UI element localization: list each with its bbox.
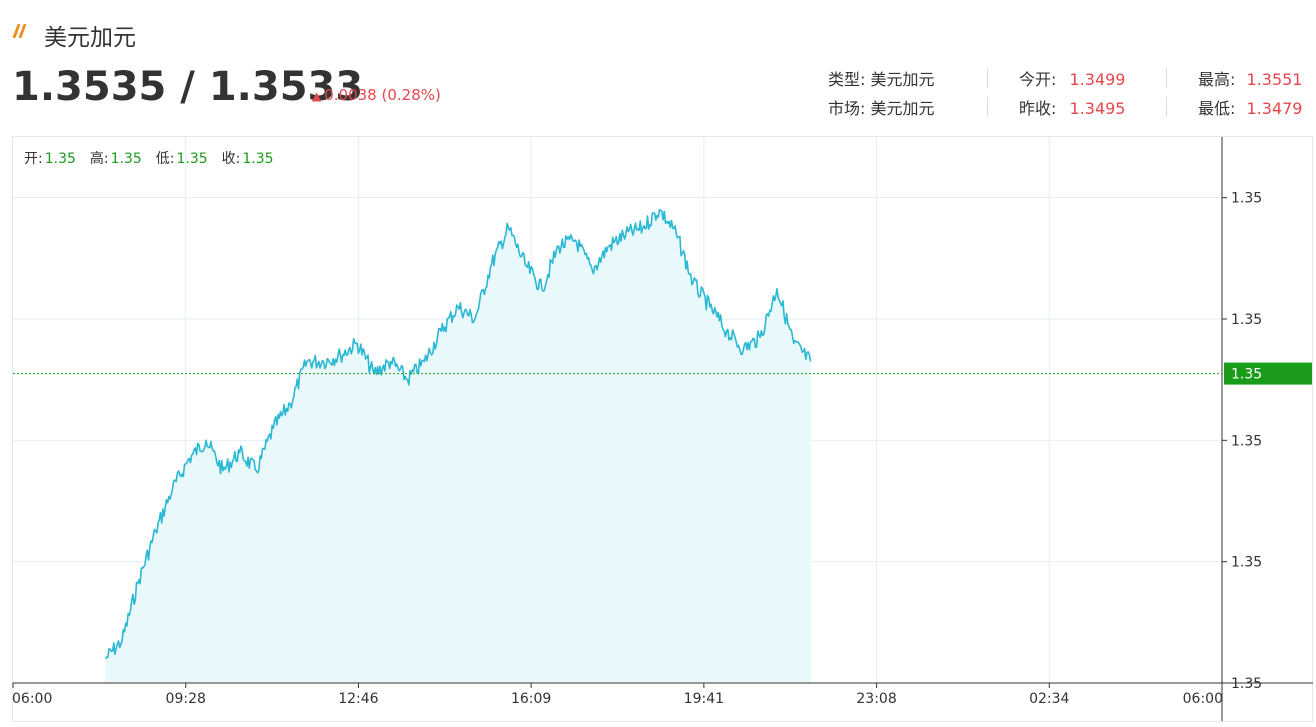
price-change: ▲ 0.0038 (0.28%) — [312, 86, 441, 104]
y-tick-label: 1.35 — [1231, 191, 1262, 207]
quote-header: 美元加元 1.3535 / 1.3533 ▲ 0.0038 (0.28%) 类型:… — [0, 0, 1316, 130]
x-tick-label: 09:28 — [166, 691, 206, 707]
brand-logo-icon — [12, 22, 30, 42]
info-low: 最低: 1.3479 — [1198, 99, 1303, 118]
x-tick-label: 19:41 — [684, 691, 724, 707]
chart-frame — [12, 136, 1313, 722]
info-high: 最高: 1.3551 — [1198, 70, 1303, 89]
x-tick-label: 06:00 — [12, 691, 52, 707]
bid-ask-price: 1.3535 / 1.3533 — [12, 64, 363, 110]
price-chart[interactable]: 06:00 09:28 12:46 16:09 19:41 23:08 02:34 06:00… — [0, 136, 1316, 727]
info-divider — [1166, 68, 1167, 88]
y-tick-label: 1.35 — [1231, 433, 1262, 449]
ask-price: 1.3533 — [208, 64, 364, 110]
chart-axes — [13, 137, 1313, 721]
info-prev-close: 昨收: 1.3495 — [1019, 99, 1126, 118]
arrow-up-icon: ▲ — [312, 89, 322, 103]
current-price-badge — [1224, 362, 1312, 385]
x-tick-label: 02:34 — [1029, 691, 1069, 707]
x-tick-label: 12:46 — [338, 691, 378, 707]
price-series-line — [104, 209, 812, 660]
chart-area — [104, 209, 812, 684]
info-divider — [987, 68, 988, 88]
y-tick-label: 1.35 — [1231, 555, 1262, 571]
price-area-fill — [105, 209, 811, 684]
chart-ticks: 06:00 09:28 12:46 16:09 19:41 23:08 02:34 06:00… — [12, 191, 1262, 707]
y-tick-label: 1.35 — [1231, 676, 1262, 692]
bid-price: 1.3535 — [12, 64, 167, 110]
ohlc-readout: 开: 1.35 高: 1.35 低: 1.35 收: 1.35 — [24, 150, 274, 167]
info-open: 今开: 1.3499 — [1019, 70, 1126, 89]
current-price-label: 1.35 — [1231, 367, 1262, 383]
y-tick-label: 1.35 — [1231, 312, 1262, 328]
info-market: 市场: 美元加元 — [828, 99, 935, 118]
x-tick-label: 23:08 — [856, 691, 896, 707]
chart-canvas[interactable]: 06:00 09:28 12:46 16:09 19:41 23:08 02:34 06:00… — [0, 136, 1316, 727]
instrument-title: 美元加元 — [44, 25, 136, 51]
price-separator: / — [180, 64, 195, 110]
info-type: 类型: 美元加元 — [828, 70, 935, 89]
info-divider — [1166, 97, 1167, 117]
info-divider — [987, 97, 988, 117]
x-tick-label: 16:09 — [511, 691, 551, 707]
current-price-marker: 1.35 — [13, 362, 1312, 385]
x-tick-label: 06:00 — [1183, 691, 1223, 707]
